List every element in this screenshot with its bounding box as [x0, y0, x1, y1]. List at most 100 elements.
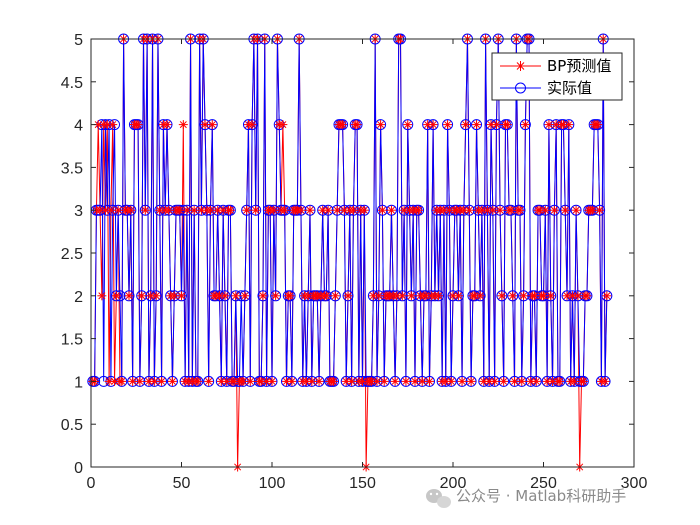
y-tick-label: 2.5	[61, 246, 83, 263]
bp-point	[348, 205, 358, 215]
legend-asterisk-marker	[515, 61, 526, 71]
bp-point	[372, 376, 382, 386]
bp-point	[367, 376, 377, 386]
bp-point	[399, 205, 409, 215]
bp-point	[140, 205, 150, 215]
bp-point	[401, 376, 411, 386]
bp-point	[443, 120, 453, 130]
bp-point	[343, 291, 353, 301]
bp-point	[267, 376, 277, 386]
y-tick-label: 1.5	[61, 332, 83, 349]
bp-point	[117, 376, 127, 386]
actual-point	[110, 290, 122, 302]
watermark-text: 公众号 · Matlab科研助手	[456, 487, 626, 505]
y-tick-label: 3	[74, 203, 83, 220]
bp-point	[124, 291, 134, 301]
actual-point	[139, 204, 151, 216]
bp-point	[111, 291, 121, 301]
bp-point	[490, 376, 500, 386]
bp-point	[540, 205, 550, 215]
bp-point	[242, 205, 252, 215]
x-tick-label: 0	[87, 475, 96, 492]
bp-point	[323, 205, 333, 215]
bp-point	[386, 205, 396, 215]
bp-point	[247, 120, 257, 130]
bp-point	[376, 120, 386, 130]
bp-point	[137, 291, 147, 301]
bp-point	[602, 291, 612, 301]
legend-entry-actual: 实际值	[500, 79, 592, 97]
bp-point	[240, 291, 250, 301]
bp-point	[245, 376, 255, 386]
bp-point	[135, 376, 145, 386]
actual-point	[389, 375, 401, 387]
bp-point	[126, 205, 136, 215]
wechat-icon	[426, 489, 451, 508]
bp-point	[162, 120, 172, 130]
y-tick-label: 0	[74, 460, 83, 477]
bp-point	[593, 120, 603, 130]
y-tick-label: 5	[74, 32, 83, 49]
bp-point	[392, 291, 402, 301]
bp-point	[167, 376, 177, 386]
actual-point	[270, 290, 282, 302]
legend-circle-marker	[515, 82, 526, 94]
x-tick-label: 50	[173, 475, 191, 492]
bp-point	[200, 120, 210, 130]
bp-point	[495, 205, 505, 215]
bp-point	[582, 291, 592, 301]
bp-point	[587, 205, 597, 215]
x-tick-label: 250	[530, 475, 557, 492]
bp-point	[486, 120, 496, 130]
bp-point	[502, 120, 512, 130]
bp-point	[515, 205, 525, 215]
bp-point	[225, 205, 235, 215]
actual-point	[519, 119, 531, 131]
legend-entry-bp: BP预测值	[500, 57, 611, 75]
bp-point	[417, 376, 427, 386]
bp-point	[278, 120, 288, 130]
bp-point	[374, 291, 384, 301]
actual-point	[507, 290, 519, 302]
bp-point	[321, 291, 331, 301]
bp-point	[97, 291, 107, 301]
bp-point	[271, 291, 281, 301]
bp-point	[542, 376, 552, 386]
bp-point	[491, 120, 501, 130]
bp-point	[475, 291, 485, 301]
bp-point	[549, 205, 559, 215]
y-tick-label: 4	[74, 118, 83, 135]
bp-point	[414, 205, 424, 215]
bp-point	[390, 376, 400, 386]
bp-point	[520, 120, 530, 130]
bp-point	[281, 376, 291, 386]
bp-point	[280, 205, 290, 215]
legend-label-bp: BP预测值	[547, 57, 611, 75]
actual-point	[342, 290, 354, 302]
bp-point	[113, 205, 123, 215]
bp-point	[178, 120, 188, 130]
bp-point	[569, 376, 579, 386]
bp-point	[531, 376, 541, 386]
bp-point	[499, 376, 509, 386]
bp-point	[287, 376, 297, 386]
legend-box	[491, 52, 623, 101]
bp-point	[403, 120, 413, 130]
axis-ticks: 0 50 100 150 200 250 300 0 0.5 1 1.5 2 2.5 3 3.5 4 4.5 5	[61, 32, 648, 492]
y-tick-label: 1	[74, 374, 83, 391]
y-tick-label: 0.5	[61, 417, 83, 434]
bp-point	[600, 376, 610, 386]
bp-point	[258, 291, 268, 301]
bp-point	[314, 376, 324, 386]
bp-point	[305, 205, 315, 215]
bp-point	[461, 120, 471, 130]
bp-point	[133, 120, 143, 130]
bp-point	[464, 205, 474, 215]
watermark: 公众号 · Matlab科研助手	[426, 487, 626, 508]
y-tick-label: 4.5	[61, 75, 83, 92]
bp-point	[157, 376, 167, 386]
actual-point	[166, 375, 178, 387]
bp-point	[330, 291, 340, 301]
actual-point	[460, 119, 472, 131]
